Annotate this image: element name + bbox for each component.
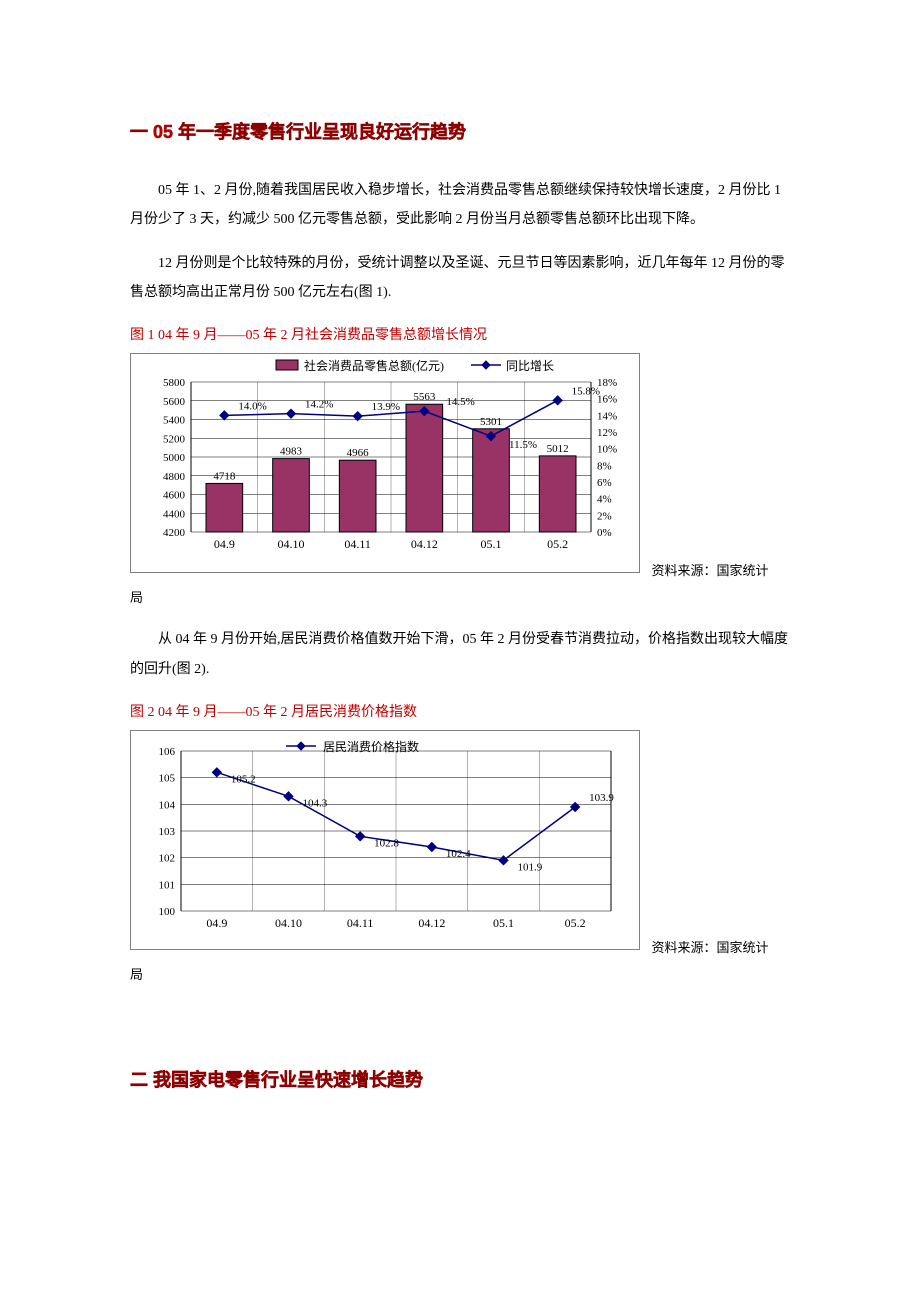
svg-text:5400: 5400 [163,414,186,426]
svg-text:101.9: 101.9 [518,861,543,873]
svg-text:04.10: 04.10 [275,916,302,930]
svg-text:同比增长: 同比增长 [506,359,554,373]
svg-text:4966: 4966 [347,447,370,459]
svg-text:14.0%: 14.0% [238,400,266,412]
chart1-source-tail: 局 [130,584,790,611]
svg-text:5600: 5600 [163,396,186,408]
svg-text:4600: 4600 [163,489,186,501]
svg-text:104: 104 [159,799,176,811]
svg-text:102: 102 [159,852,176,864]
svg-text:5301: 5301 [480,416,502,428]
svg-text:4718: 4718 [213,470,236,482]
svg-text:居民消费价格指数: 居民消费价格指数 [323,739,419,754]
section1-p3: 从 04 年 9 月份开始,居民消费价格值数开始下滑，05 年 2 月份受春节消… [130,625,790,684]
svg-text:101: 101 [159,879,176,891]
section1-p1: 05 年 1、2 月份,随着我国居民收入稳步增长，社会消费品零售总额继续保持较快… [130,176,790,235]
chart1: 社会消费品零售总额(亿元) 同比增长 4200 4400 4600 4800 5000 520… [130,353,640,573]
section1-p2: 12 月份则是个比较特殊的月份，受统计调整以及圣诞、元旦节日等因素影响，近几年每… [130,249,790,308]
svg-text:4400: 4400 [163,508,186,520]
svg-text:104.3: 104.3 [303,797,328,809]
svg-text:04.11: 04.11 [347,916,374,930]
svg-text:04.9: 04.9 [206,916,227,930]
spacer [130,988,790,1048]
chart2-source: 资料来源：国家统计 [652,934,769,961]
svg-text:4800: 4800 [163,471,186,483]
chart2-source-tail: 局 [130,961,790,988]
svg-text:105: 105 [159,772,176,784]
svg-text:106: 106 [159,746,176,758]
svg-text:社会消费品零售总额(亿元): 社会消费品零售总额(亿元) [304,358,444,373]
svg-text:04.10: 04.10 [278,537,305,551]
svg-text:12%: 12% [597,427,617,439]
svg-text:102.4: 102.4 [446,848,471,860]
svg-text:4%: 4% [597,493,612,505]
chart1-source: 资料来源：国家统计 [652,557,769,584]
svg-text:13.9%: 13.9% [372,401,400,413]
svg-text:05.2: 05.2 [565,916,586,930]
svg-text:05.1: 05.1 [481,537,502,551]
svg-text:05.1: 05.1 [493,916,514,930]
svg-text:5563: 5563 [413,391,436,403]
svg-text:04.11: 04.11 [344,537,371,551]
svg-text:6%: 6% [597,477,612,489]
svg-text:14.2%: 14.2% [305,398,333,410]
svg-text:5012: 5012 [547,443,569,455]
chart2-wrap: 居民消费价格指数 100 101 102 103 104 105 106 04.9 04.10 04… [130,730,790,961]
svg-text:5000: 5000 [163,452,186,464]
svg-text:04.9: 04.9 [214,537,235,551]
fig1-title: 图 1 04 年 9 月——05 年 2 月社会消费品零售总额增长情况 [130,321,790,350]
svg-text:103: 103 [159,826,176,838]
svg-text:5800: 5800 [163,377,186,389]
svg-text:2%: 2% [597,510,612,522]
section2-heading: 二 我国家电零售行业呈快速增长趋势 [130,1062,790,1100]
svg-text:4200: 4200 [163,527,186,539]
svg-text:05.2: 05.2 [547,537,568,551]
svg-text:105.2: 105.2 [231,773,256,785]
svg-text:4983: 4983 [280,445,303,457]
svg-text:102.8: 102.8 [374,837,399,849]
section1-heading: 一 05 年一季度零售行业呈现良好运行趋势 [130,114,790,152]
chart2: 居民消费价格指数 100 101 102 103 104 105 106 04.9 04.10 04… [130,730,640,950]
svg-text:15.8%: 15.8% [572,385,600,397]
svg-text:100: 100 [159,906,176,918]
svg-text:04.12: 04.12 [411,537,438,551]
svg-text:10%: 10% [597,443,617,455]
svg-text:8%: 8% [597,460,612,472]
svg-text:11.5%: 11.5% [509,439,537,451]
svg-text:04.12: 04.12 [418,916,445,930]
chart1-wrap: 社会消费品零售总额(亿元) 同比增长 4200 4400 4600 4800 5000 520… [130,353,790,584]
svg-text:14.5%: 14.5% [446,396,474,408]
svg-text:5200: 5200 [163,433,186,445]
fig2-title: 图 2 04 年 9 月——05 年 2 月居民消费价格指数 [130,698,790,727]
svg-text:14%: 14% [597,410,617,422]
svg-text:103.9: 103.9 [589,792,614,804]
svg-text:0%: 0% [597,527,612,539]
